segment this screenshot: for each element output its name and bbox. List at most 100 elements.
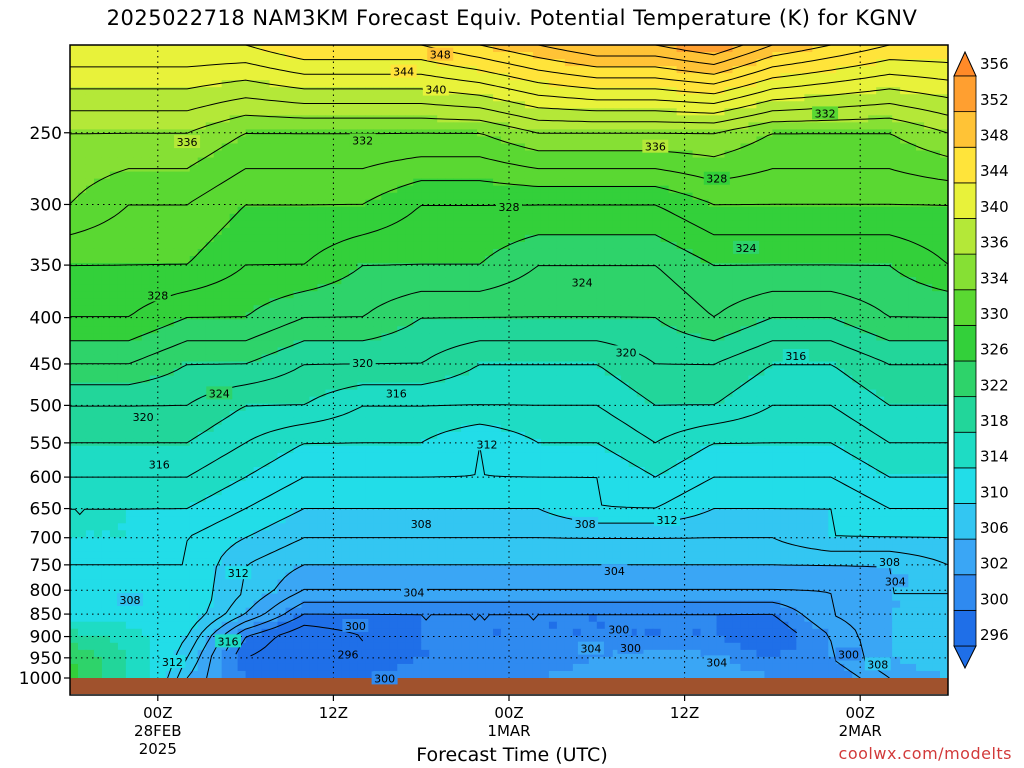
heat-cell	[453, 298, 462, 306]
heat-cell	[612, 234, 622, 243]
heat-cell	[788, 213, 797, 222]
heat-cell	[429, 291, 438, 299]
heat-cell	[469, 347, 478, 356]
heat-cell	[884, 178, 893, 187]
heat-cell	[333, 256, 342, 264]
heat-cell	[93, 354, 103, 363]
heat-cell	[604, 347, 614, 356]
heat-cell	[812, 354, 821, 363]
heat-cell	[477, 94, 486, 102]
heat-cell	[868, 143, 877, 152]
heat-cell	[516, 305, 526, 313]
heat-cell	[796, 312, 805, 320]
heat-cell	[644, 277, 654, 285]
heat-cell	[836, 319, 845, 327]
heat-cell	[740, 213, 750, 222]
heat-cell	[580, 87, 590, 95]
heat-cell	[884, 115, 893, 123]
heat-cell	[413, 136, 422, 145]
heat-cell	[70, 150, 79, 159]
heat-cell	[516, 66, 526, 74]
heat-cell	[700, 199, 710, 208]
heat-cell	[317, 87, 327, 95]
heat-cell	[900, 157, 909, 166]
heat-cell	[532, 143, 542, 152]
heat-cell	[596, 340, 606, 349]
heat-cell	[676, 52, 686, 60]
heat-cell	[532, 192, 542, 201]
heat-cell	[812, 66, 821, 74]
heat-cell	[77, 333, 87, 341]
heat-cell	[660, 340, 670, 349]
heat-cell	[908, 213, 917, 222]
heat-cell	[333, 157, 342, 166]
heat-cell	[309, 157, 319, 166]
heat-cell	[197, 171, 207, 180]
heat-cell	[780, 284, 789, 292]
heat-cell	[293, 101, 303, 109]
heat-cell	[516, 256, 526, 264]
heat-cell	[868, 94, 877, 102]
heat-cell	[892, 52, 901, 60]
heat-cell	[628, 87, 638, 95]
heat-cell	[165, 270, 175, 278]
heat-cell	[413, 263, 422, 271]
heat-cell	[165, 171, 175, 180]
heat-cell	[341, 80, 350, 88]
heat-cell	[644, 192, 654, 201]
heat-cell	[397, 101, 406, 109]
heat-cell	[836, 326, 845, 334]
heat-cell	[652, 333, 662, 341]
heat-cell	[405, 333, 414, 341]
heat-cell	[724, 312, 734, 320]
heat-cell	[844, 59, 853, 67]
heat-cell	[652, 185, 662, 194]
heat-cell	[940, 66, 948, 74]
heat-cell	[604, 333, 614, 341]
heat-cell	[564, 298, 574, 306]
heat-cell	[365, 312, 374, 320]
heat-cell	[501, 284, 510, 292]
heat-cell	[708, 206, 718, 215]
heat-cell	[716, 319, 726, 327]
heat-cell	[908, 59, 917, 67]
heat-cell	[469, 284, 478, 292]
heat-cell	[397, 361, 406, 370]
heat-cell	[580, 150, 590, 159]
heat-cell	[109, 108, 119, 116]
heat-cell	[469, 270, 478, 278]
heat-cell	[924, 199, 933, 208]
heat-cell	[836, 157, 845, 166]
heat-cell	[77, 136, 87, 145]
heat-cell	[149, 87, 159, 95]
heat-cell	[221, 248, 231, 257]
heat-cell	[924, 122, 933, 130]
heat-cell	[628, 115, 638, 123]
heat-cell	[373, 157, 382, 166]
heat-cell	[692, 206, 702, 215]
heat-cell	[548, 319, 558, 327]
heat-cell	[644, 270, 654, 278]
heat-cell	[70, 298, 79, 306]
heat-cell	[588, 206, 598, 215]
heat-cell	[676, 234, 686, 243]
heat-cell	[461, 101, 470, 109]
heat-cell	[285, 122, 295, 130]
heat-cell	[381, 354, 390, 363]
heat-cell	[301, 312, 311, 320]
heat-cell	[445, 171, 454, 180]
heat-cell	[309, 256, 319, 264]
heat-cell	[580, 136, 590, 145]
heat-cell	[772, 284, 781, 292]
heat-cell	[429, 354, 438, 363]
heat-cell	[277, 178, 287, 187]
heat-cell	[461, 80, 470, 88]
heat-cell	[772, 143, 781, 152]
heat-cell	[197, 115, 207, 123]
heat-cell	[501, 340, 510, 349]
heat-cell	[724, 277, 734, 285]
heat-cell	[836, 66, 845, 74]
heat-cell	[692, 241, 702, 250]
heat-cell	[732, 277, 742, 285]
heat-cell	[197, 241, 207, 250]
